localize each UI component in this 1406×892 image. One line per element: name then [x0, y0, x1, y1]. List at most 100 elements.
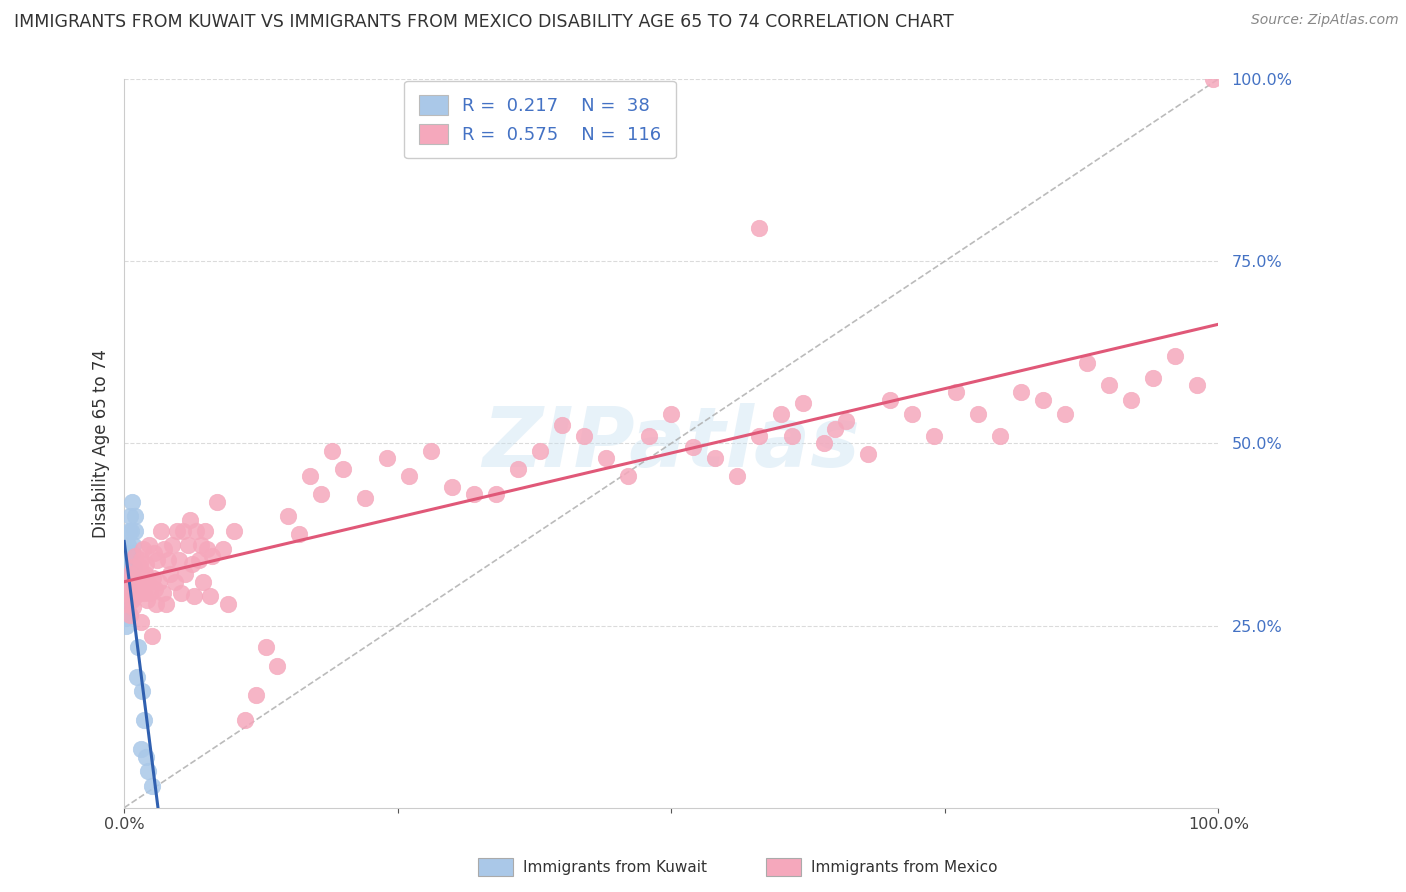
- Point: [167, 553, 190, 567]
- Point: [256, 640, 278, 655]
- Point: [115, 611, 138, 625]
- Point: [572, 429, 595, 443]
- Point: [118, 567, 141, 582]
- Point: [205, 494, 228, 508]
- Point: [128, 560, 150, 574]
- Point: [1185, 378, 1208, 392]
- Point: [1032, 392, 1054, 407]
- Point: [1076, 356, 1098, 370]
- Point: [922, 429, 945, 443]
- Point: [1142, 370, 1164, 384]
- Point: [988, 429, 1011, 443]
- Point: [118, 509, 141, 524]
- Point: [1119, 392, 1142, 407]
- Point: [162, 538, 184, 552]
- Point: [132, 713, 155, 727]
- Point: [117, 597, 139, 611]
- Y-axis label: Disability Age 65 to 74: Disability Age 65 to 74: [93, 349, 110, 538]
- Point: [127, 574, 149, 589]
- Point: [638, 429, 661, 443]
- Point: [704, 450, 727, 465]
- Point: [135, 749, 157, 764]
- Point: [127, 640, 149, 655]
- Point: [813, 436, 835, 450]
- Point: [115, 590, 138, 604]
- Point: [463, 487, 485, 501]
- Point: [141, 779, 163, 793]
- Point: [748, 221, 770, 235]
- Point: [136, 574, 159, 589]
- Point: [183, 590, 205, 604]
- Point: [375, 450, 398, 465]
- Point: [148, 574, 170, 589]
- Point: [132, 541, 155, 556]
- Point: [508, 462, 530, 476]
- Point: [117, 585, 139, 599]
- Point: [127, 669, 149, 683]
- Text: Source: ZipAtlas.com: Source: ZipAtlas.com: [1251, 13, 1399, 28]
- Point: [309, 487, 332, 501]
- Point: [277, 509, 299, 524]
- Point: [120, 524, 142, 538]
- Point: [117, 582, 139, 596]
- Text: ZIPatlas: ZIPatlas: [482, 403, 860, 483]
- Point: [299, 469, 322, 483]
- Point: [198, 590, 221, 604]
- Point: [201, 549, 224, 564]
- Point: [595, 450, 617, 465]
- Point: [145, 597, 167, 611]
- Point: [245, 688, 267, 702]
- Point: [725, 469, 748, 483]
- Point: [115, 553, 138, 567]
- Point: [136, 593, 159, 607]
- Point: [122, 560, 145, 574]
- Point: [115, 597, 138, 611]
- Point: [190, 538, 212, 552]
- Point: [146, 553, 169, 567]
- Point: [115, 574, 138, 589]
- Point: [115, 546, 138, 560]
- Point: [159, 567, 181, 582]
- Point: [152, 585, 174, 599]
- Point: [117, 582, 139, 596]
- Point: [122, 560, 145, 574]
- Point: [114, 585, 136, 599]
- Point: [824, 422, 846, 436]
- Point: [131, 574, 153, 589]
- Legend: R =  0.217    N =  38, R =  0.575    N =  116: R = 0.217 N = 38, R = 0.575 N = 116: [405, 80, 676, 159]
- Point: [195, 541, 218, 556]
- Point: [136, 764, 159, 779]
- Point: [174, 567, 197, 582]
- Point: [529, 443, 551, 458]
- Point: [551, 418, 574, 433]
- Point: [114, 560, 136, 574]
- Point: [879, 392, 901, 407]
- Point: [186, 524, 208, 538]
- Point: [117, 574, 139, 589]
- Point: [616, 469, 638, 483]
- Point: [142, 571, 165, 585]
- Point: [124, 509, 146, 524]
- Point: [121, 546, 143, 560]
- Point: [945, 385, 967, 400]
- Point: [118, 560, 141, 574]
- Point: [134, 567, 156, 582]
- Point: [122, 538, 145, 552]
- Point: [129, 615, 152, 629]
- Point: [858, 447, 880, 461]
- Point: [222, 524, 245, 538]
- Point: [176, 538, 198, 552]
- Point: [118, 607, 141, 622]
- Point: [187, 553, 209, 567]
- Point: [1098, 378, 1121, 392]
- Point: [127, 585, 149, 599]
- Point: [152, 541, 174, 556]
- Point: [141, 629, 163, 643]
- Point: [129, 742, 152, 756]
- Point: [120, 567, 142, 582]
- Point: [191, 574, 214, 589]
- Point: [120, 578, 142, 592]
- Point: [181, 557, 204, 571]
- Point: [132, 585, 155, 599]
- Point: [122, 600, 145, 615]
